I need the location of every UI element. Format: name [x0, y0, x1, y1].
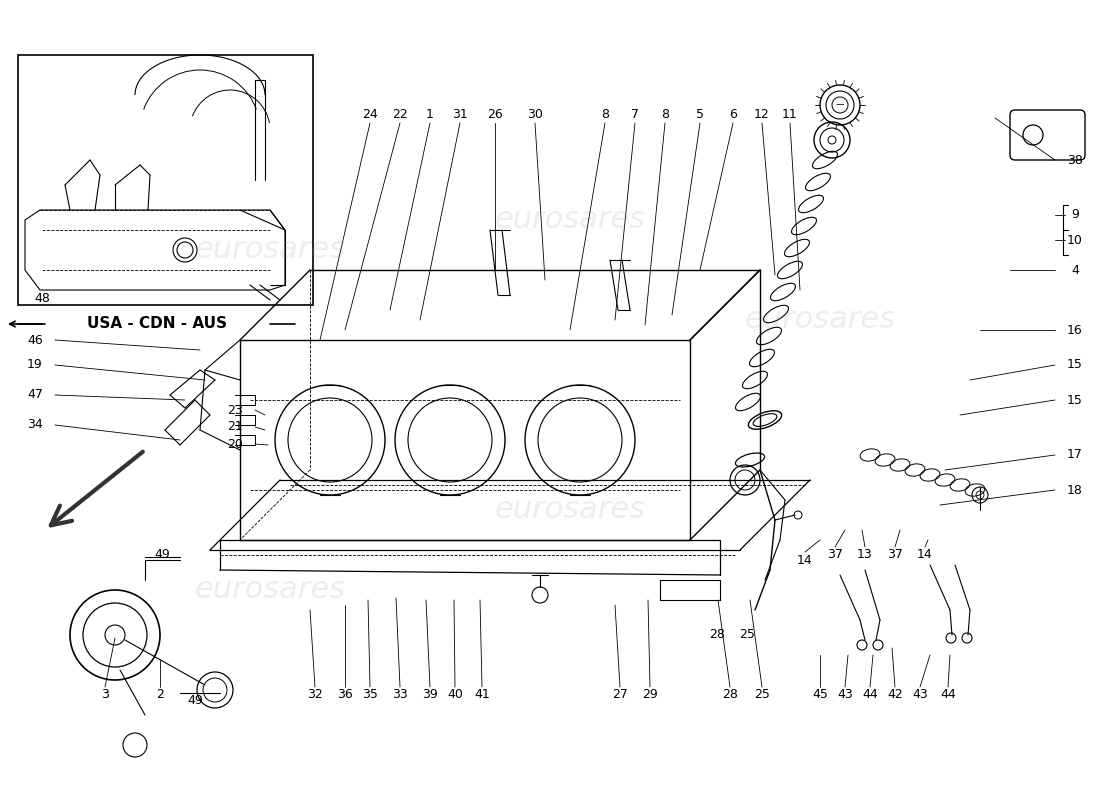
Text: 8: 8	[661, 109, 669, 122]
Text: 28: 28	[722, 689, 738, 702]
Text: 40: 40	[447, 689, 463, 702]
Text: 41: 41	[474, 689, 490, 702]
Text: 22: 22	[392, 109, 408, 122]
Text: 15: 15	[1067, 358, 1082, 371]
Text: 1: 1	[426, 109, 433, 122]
Text: 36: 36	[337, 689, 353, 702]
Text: 20: 20	[227, 438, 243, 450]
Text: 43: 43	[912, 689, 928, 702]
Text: 31: 31	[452, 109, 468, 122]
Text: 23: 23	[227, 403, 243, 417]
Text: 15: 15	[1067, 394, 1082, 406]
Text: 29: 29	[642, 689, 658, 702]
Text: 48: 48	[34, 291, 50, 305]
Text: 4: 4	[1071, 263, 1079, 277]
FancyBboxPatch shape	[1010, 110, 1085, 160]
Text: eurosares: eurosares	[495, 206, 646, 234]
Text: eurosares: eurosares	[195, 575, 345, 605]
Text: —: —	[836, 101, 844, 110]
Text: 16: 16	[1067, 323, 1082, 337]
Text: 25: 25	[755, 689, 770, 702]
Text: 33: 33	[392, 689, 408, 702]
Text: 5: 5	[696, 109, 704, 122]
Text: 3: 3	[101, 689, 109, 702]
Text: 25: 25	[739, 629, 755, 642]
Text: eurosares: eurosares	[495, 495, 646, 525]
Text: 24: 24	[362, 109, 378, 122]
Text: 11: 11	[782, 109, 797, 122]
Text: 37: 37	[827, 549, 843, 562]
Text: 21: 21	[227, 421, 243, 434]
Text: 37: 37	[887, 549, 903, 562]
Text: 32: 32	[307, 689, 323, 702]
Bar	[18, 55, 314, 305]
Text: 49: 49	[154, 549, 169, 562]
Text: 43: 43	[837, 689, 852, 702]
Text: 27: 27	[612, 689, 628, 702]
Text: 30: 30	[527, 109, 543, 122]
Text: 49: 49	[187, 694, 202, 706]
Text: 47: 47	[28, 389, 43, 402]
Text: 42: 42	[887, 689, 903, 702]
Text: 44: 44	[940, 689, 956, 702]
Text: 8: 8	[601, 109, 609, 122]
Text: 7: 7	[631, 109, 639, 122]
Text: 46: 46	[28, 334, 43, 346]
Text: 28: 28	[710, 629, 725, 642]
Text: 2: 2	[156, 689, 164, 702]
Text: 13: 13	[857, 549, 873, 562]
Text: 26: 26	[487, 109, 503, 122]
Text: 44: 44	[862, 689, 878, 702]
Text: 14: 14	[917, 549, 933, 562]
Text: 10: 10	[1067, 234, 1082, 246]
Text: 35: 35	[362, 689, 378, 702]
Text: eurosares: eurosares	[195, 235, 345, 265]
Text: 38: 38	[1067, 154, 1082, 166]
Text: 19: 19	[28, 358, 43, 371]
Text: 34: 34	[28, 418, 43, 431]
Text: eurosares: eurosares	[745, 306, 895, 334]
Text: USA - CDN - AUS: USA - CDN - AUS	[87, 317, 227, 331]
Text: 17: 17	[1067, 449, 1082, 462]
Text: 12: 12	[755, 109, 770, 122]
Text: 14: 14	[798, 554, 813, 566]
Text: 39: 39	[422, 689, 438, 702]
Text: 6: 6	[729, 109, 737, 122]
Text: 18: 18	[1067, 483, 1082, 497]
Text: 9: 9	[1071, 209, 1079, 222]
Text: 45: 45	[812, 689, 828, 702]
